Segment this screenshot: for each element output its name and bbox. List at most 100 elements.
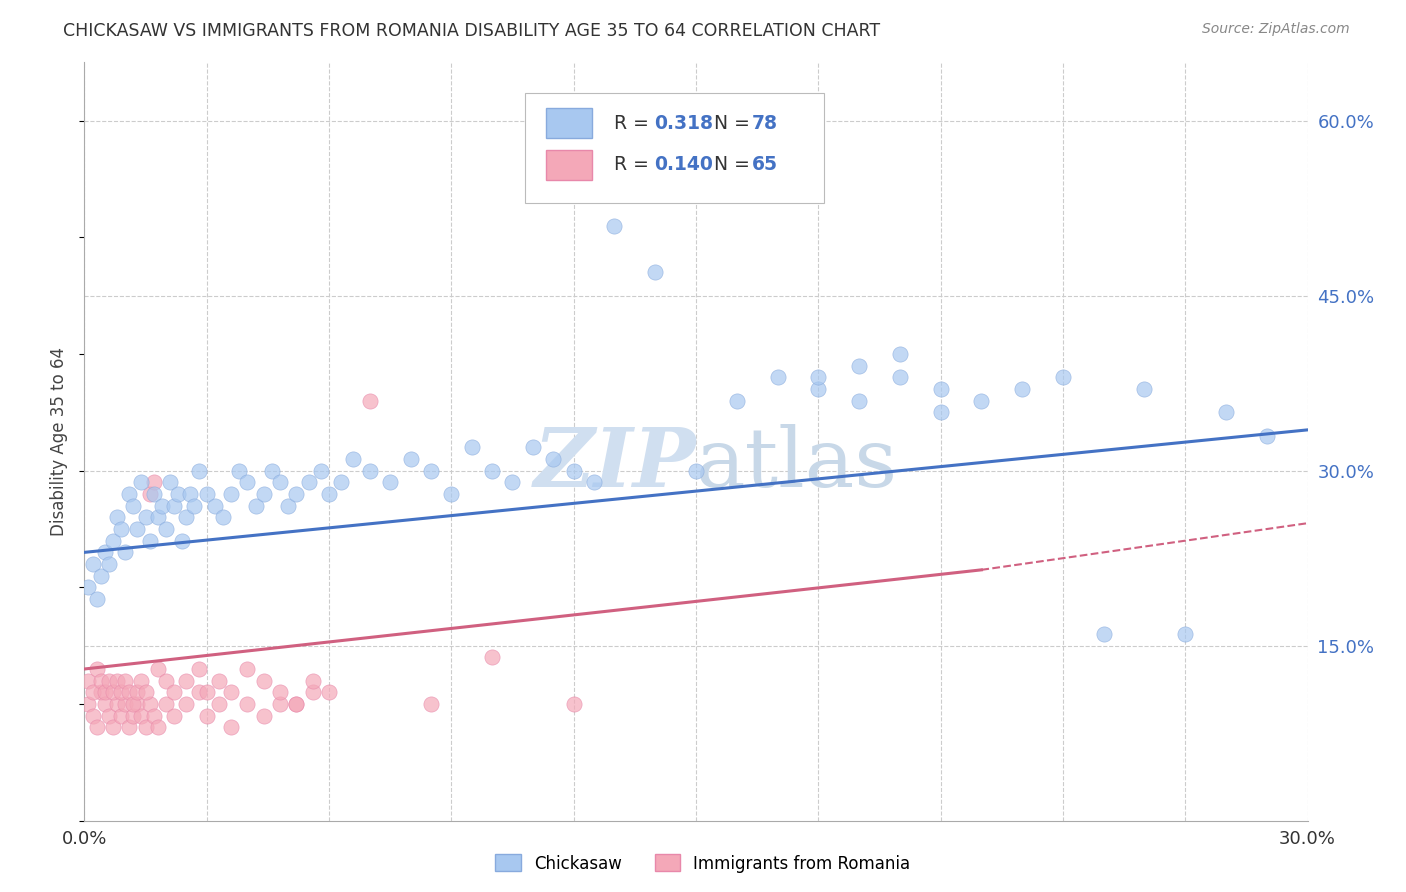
Point bbox=[138, 487, 160, 501]
Text: N =: N = bbox=[714, 155, 756, 174]
Point bbox=[253, 708, 276, 723]
Text: CHICKASAW VS IMMIGRANTS FROM ROMANIA DISABILITY AGE 35 TO 64 CORRELATION CHART: CHICKASAW VS IMMIGRANTS FROM ROMANIA DIS… bbox=[63, 22, 880, 40]
Point bbox=[183, 499, 205, 513]
Point bbox=[135, 510, 157, 524]
Point bbox=[330, 475, 353, 490]
Point bbox=[269, 475, 291, 490]
Point bbox=[236, 475, 259, 490]
Text: R =: R = bbox=[614, 113, 655, 133]
Text: Source: ZipAtlas.com: Source: ZipAtlas.com bbox=[1202, 22, 1350, 37]
Point bbox=[131, 475, 153, 490]
Point bbox=[603, 219, 626, 233]
FancyBboxPatch shape bbox=[524, 93, 824, 202]
Point bbox=[807, 370, 830, 384]
Point bbox=[889, 347, 911, 361]
Point bbox=[359, 464, 381, 478]
Point bbox=[127, 522, 149, 536]
Point bbox=[90, 673, 112, 688]
Point bbox=[195, 487, 218, 501]
Point bbox=[685, 464, 707, 478]
Point bbox=[219, 487, 242, 501]
Point bbox=[122, 708, 145, 723]
Point bbox=[208, 697, 231, 711]
Point bbox=[159, 475, 181, 490]
Point bbox=[212, 510, 235, 524]
Point bbox=[97, 708, 120, 723]
Point bbox=[86, 592, 108, 607]
Point bbox=[97, 557, 120, 571]
Point bbox=[420, 464, 443, 478]
Point bbox=[155, 522, 177, 536]
Point bbox=[127, 697, 149, 711]
Point bbox=[195, 685, 218, 699]
Point bbox=[179, 487, 201, 501]
Point bbox=[1092, 627, 1115, 641]
Point bbox=[725, 393, 748, 408]
Point bbox=[440, 487, 463, 501]
Point bbox=[77, 673, 100, 688]
Point bbox=[359, 393, 381, 408]
Point bbox=[110, 522, 132, 536]
Point bbox=[1215, 405, 1237, 419]
Point bbox=[155, 697, 177, 711]
Point bbox=[142, 487, 165, 501]
Point bbox=[105, 510, 128, 524]
Point bbox=[204, 499, 226, 513]
Point bbox=[269, 697, 291, 711]
Point bbox=[285, 697, 308, 711]
Text: N =: N = bbox=[714, 113, 756, 133]
Point bbox=[101, 720, 124, 734]
Text: ZIP: ZIP bbox=[533, 425, 696, 504]
Point bbox=[502, 475, 524, 490]
Point bbox=[142, 475, 165, 490]
Point bbox=[146, 510, 169, 524]
Point bbox=[142, 708, 165, 723]
Point bbox=[380, 475, 402, 490]
Point bbox=[208, 673, 231, 688]
Point bbox=[86, 720, 108, 734]
Point bbox=[110, 685, 132, 699]
Point bbox=[766, 370, 789, 384]
Point bbox=[583, 475, 606, 490]
Point bbox=[167, 487, 190, 501]
Point bbox=[101, 685, 124, 699]
Point bbox=[105, 697, 128, 711]
Text: atlas: atlas bbox=[696, 425, 898, 504]
Point bbox=[236, 697, 259, 711]
Point bbox=[245, 499, 267, 513]
Point bbox=[543, 452, 565, 467]
Point bbox=[285, 697, 308, 711]
Point bbox=[481, 464, 503, 478]
Text: 65: 65 bbox=[752, 155, 779, 174]
Y-axis label: Disability Age 35 to 64: Disability Age 35 to 64 bbox=[51, 347, 69, 536]
Point bbox=[285, 487, 308, 501]
Point bbox=[399, 452, 422, 467]
Point bbox=[150, 499, 173, 513]
Point bbox=[172, 533, 194, 548]
Point bbox=[82, 685, 104, 699]
Point bbox=[174, 697, 197, 711]
Point bbox=[420, 697, 443, 711]
Point bbox=[187, 464, 209, 478]
Point bbox=[163, 499, 186, 513]
Point bbox=[146, 720, 169, 734]
Point bbox=[301, 685, 323, 699]
Point bbox=[114, 697, 136, 711]
Point bbox=[195, 708, 218, 723]
Point bbox=[889, 370, 911, 384]
Point bbox=[318, 685, 340, 699]
Point bbox=[1256, 428, 1278, 442]
Point bbox=[253, 673, 276, 688]
Point bbox=[522, 441, 544, 455]
Point bbox=[82, 708, 104, 723]
Point bbox=[127, 685, 149, 699]
Point bbox=[269, 685, 291, 699]
Point bbox=[929, 405, 952, 419]
Point bbox=[228, 464, 250, 478]
Point bbox=[301, 673, 323, 688]
Point bbox=[97, 673, 120, 688]
Point bbox=[461, 441, 484, 455]
Point bbox=[122, 697, 145, 711]
Point bbox=[562, 697, 585, 711]
Point bbox=[135, 685, 157, 699]
